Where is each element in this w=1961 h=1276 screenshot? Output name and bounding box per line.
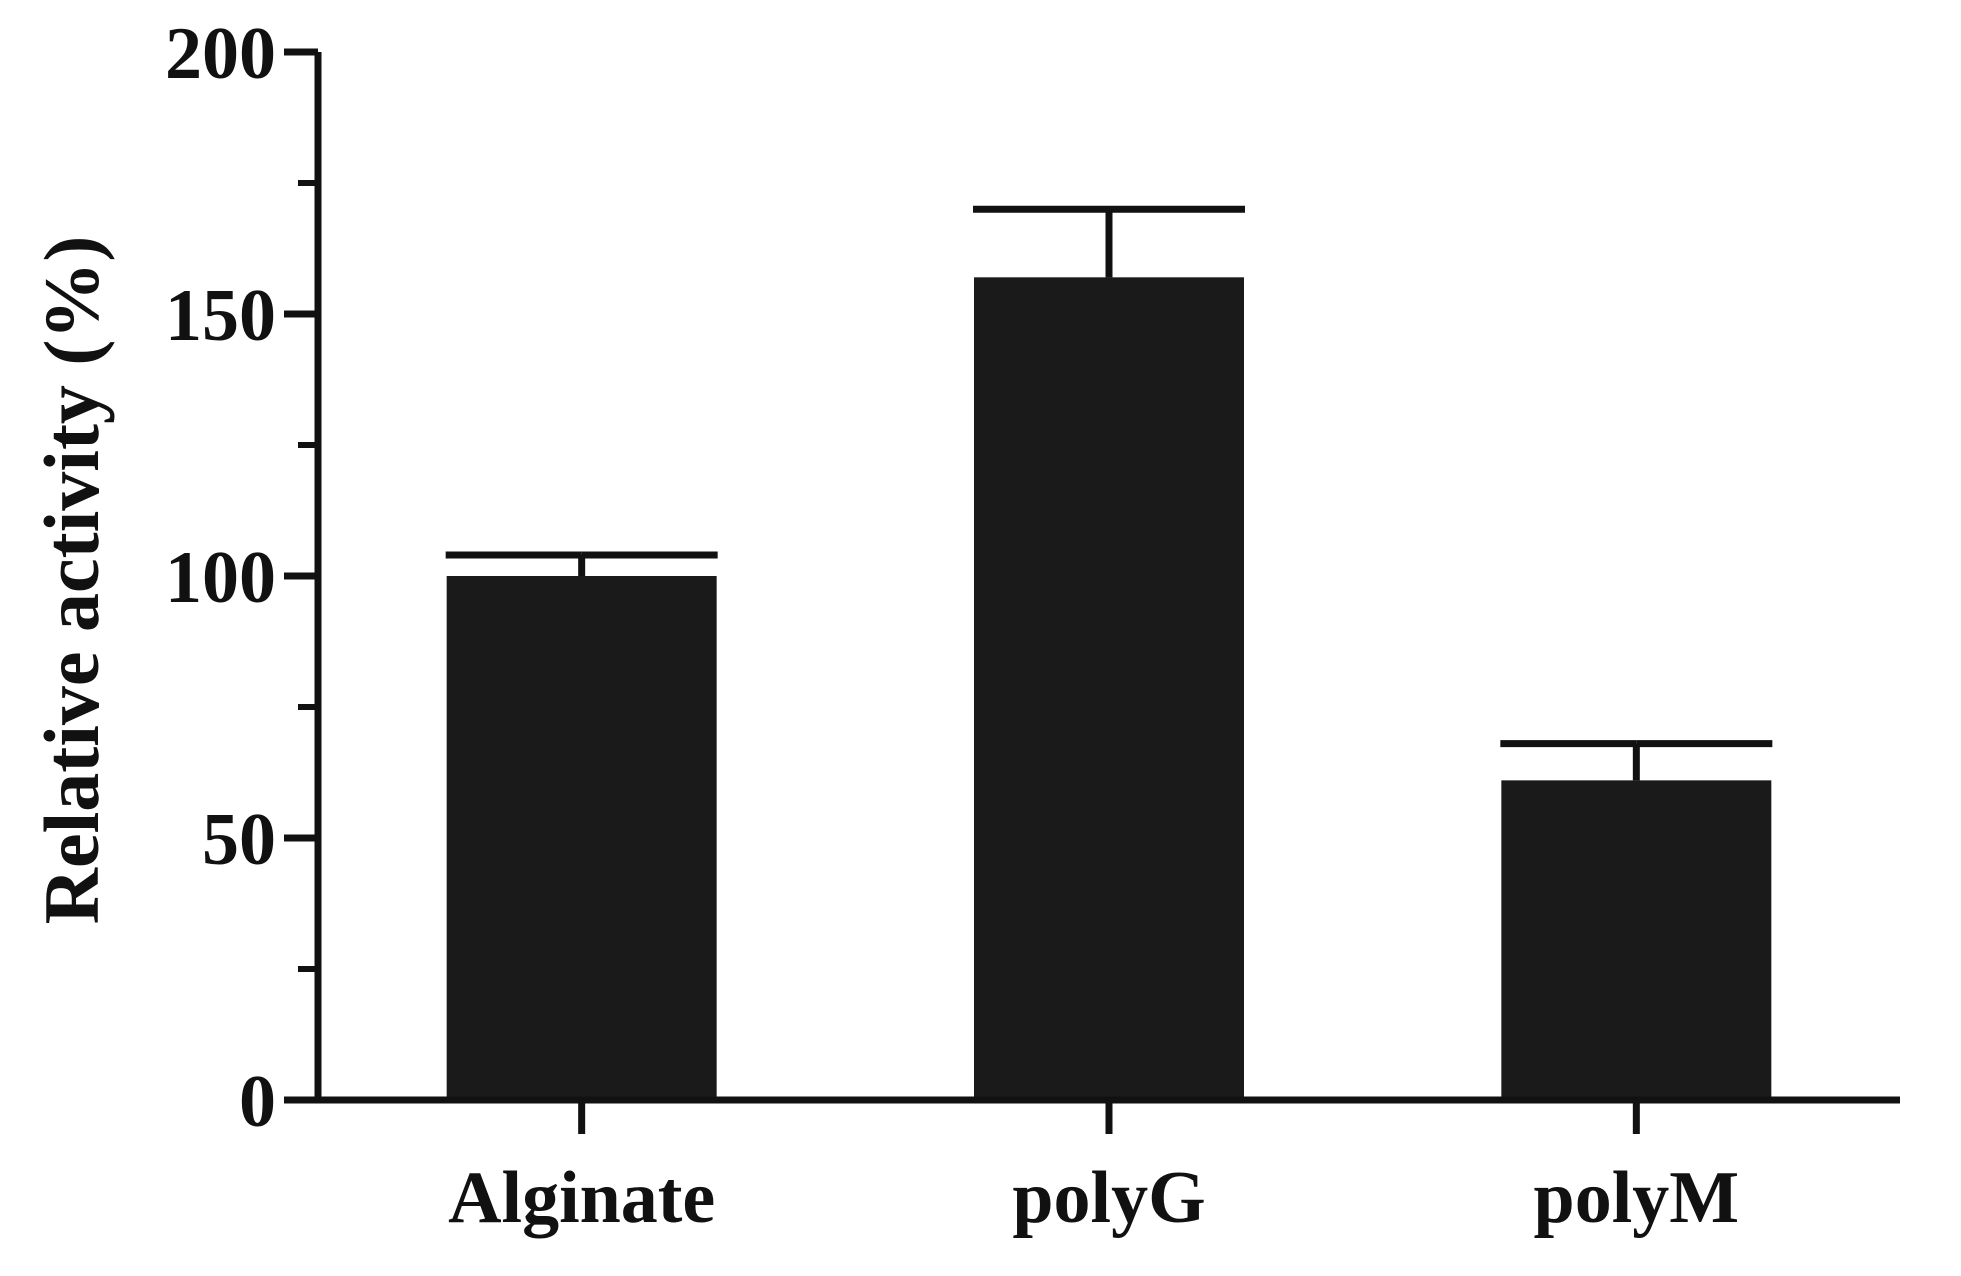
y-tick-label: 0 [239,1061,276,1143]
y-tick-label: 50 [202,799,276,881]
x-ticks-group [578,1100,1640,1134]
y-tick-label: 150 [165,275,276,357]
x-tick-label: polyM [1534,1157,1740,1239]
bar-polym [1501,780,1772,1100]
error-bars-group [445,205,1773,781]
y-tick-label: 200 [165,13,276,95]
y-ticks-group [284,48,318,1104]
y-tick-labels-group: 0 50 100 150 200 [165,13,276,1143]
y-axis-title: Relative activity (%) [28,236,115,925]
bar-alginate [446,576,717,1100]
x-tick-labels-group: Alginate polyG polyM [448,1157,1739,1239]
bars-group [446,277,1772,1100]
bar-polyg [974,277,1244,1100]
x-tick-label: Alginate [448,1157,715,1239]
x-tick-label: polyG [1012,1157,1205,1239]
y-tick-label: 100 [165,537,276,619]
